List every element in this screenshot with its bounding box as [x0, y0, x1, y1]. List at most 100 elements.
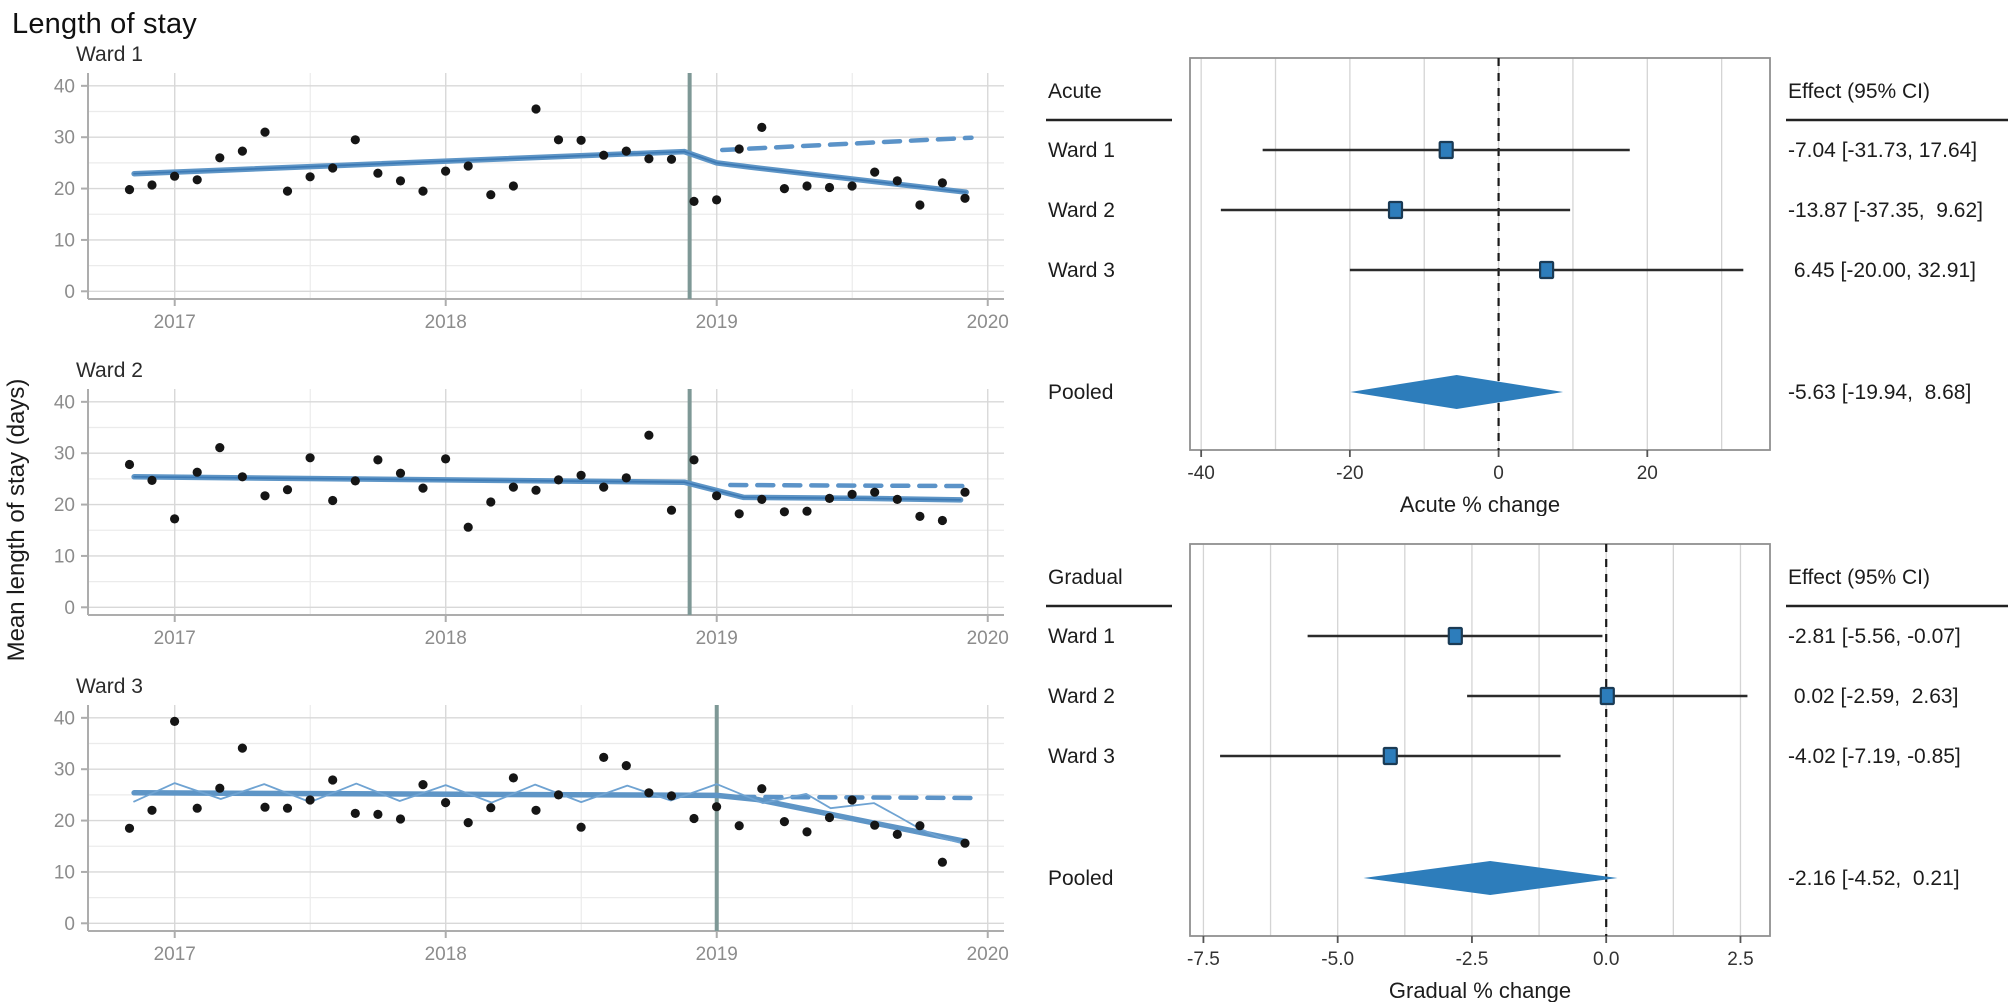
ward3-svg: 0 10 20 30 40 2017 2018 2019 2020: [54, 705, 1009, 965]
data-point: [757, 784, 767, 794]
data-point: [779, 507, 790, 517]
data-point: [892, 494, 902, 504]
data-point: [192, 467, 202, 477]
data-point: [553, 135, 564, 145]
y-tick-label: 10: [54, 546, 75, 567]
y-tick-label: 40: [54, 76, 75, 97]
data-point: [328, 775, 338, 785]
data-point: [666, 154, 677, 164]
forest-x-tick-label: -40: [1187, 463, 1214, 484]
effect-marker: [1382, 746, 1398, 766]
x-tick-label: 2020: [967, 944, 1009, 965]
page-title: Length of stay: [12, 8, 197, 40]
y-tick-label: 30: [54, 128, 75, 149]
data-point: [441, 166, 451, 176]
effect-column-header: Effect (95% CI): [1788, 566, 1930, 589]
y-tick-label: 20: [54, 179, 75, 200]
data-point: [170, 514, 180, 524]
data-point: [237, 146, 247, 156]
x-tick-label: 2017: [154, 312, 196, 333]
ward-2-panel-title: Ward 2: [76, 359, 143, 382]
data-point: [215, 153, 225, 163]
ward2-svg: 0 10 20 30 40 2017 2018 2019 2020: [54, 389, 1009, 649]
data-point: [621, 761, 631, 771]
data-point: [350, 476, 360, 486]
data-point: [960, 193, 970, 203]
data-point: [373, 168, 383, 178]
x-tick-label: 2018: [425, 312, 467, 333]
row-label: Ward 1: [1048, 625, 1115, 648]
data-point: [305, 795, 315, 805]
data-point: [621, 473, 631, 483]
data-point: [328, 163, 338, 173]
data-point: [689, 455, 699, 465]
data-point: [328, 495, 338, 506]
y-tick-label: 30: [54, 760, 75, 781]
data-point: [734, 509, 744, 519]
data-point: [802, 181, 812, 191]
group-header: Gradual: [1048, 566, 1123, 589]
forest-x-tick-label: 20: [1637, 463, 1658, 484]
acute-forest-plot: -40 -20 0 20 Acute % change Acute Effect (95% …: [1020, 30, 2012, 516]
forest-x-tick-label: 0: [1493, 463, 1504, 484]
data-point: [508, 773, 518, 783]
data-point: [960, 487, 970, 497]
data-point: [237, 472, 247, 482]
x-tick-label: 2019: [696, 312, 738, 333]
data-point: [508, 181, 518, 191]
x-tick-label: 2017: [154, 628, 196, 649]
data-point: [576, 822, 586, 832]
data-point: [802, 506, 812, 516]
data-point: [870, 487, 880, 497]
trend-line-post: [713, 792, 969, 845]
data-point: [824, 493, 835, 503]
forest-x-tick-label: -7.5: [1187, 949, 1220, 970]
ward-2-panel: Ward 2 0 10 20 30 40 2017 2018 2019 2020: [0, 359, 1020, 673]
effect-text: -7.04 [-31.73, 17.64]: [1788, 139, 1977, 162]
x-tick-label: 2019: [696, 944, 738, 965]
data-point: [937, 178, 948, 188]
data-point: [757, 494, 767, 504]
data-point: [599, 150, 609, 160]
pooled-label: Pooled: [1048, 381, 1113, 404]
data-point: [734, 144, 744, 154]
data-point: [486, 803, 496, 813]
ward-1-panel: Ward 1 0 10 20 30 40 2017 2018 2019 2020: [0, 43, 1020, 357]
forest-frame: [1189, 543, 1771, 937]
group-header: Acute: [1048, 80, 1102, 103]
data-point: [915, 200, 925, 210]
forest-frame: [1189, 57, 1771, 451]
effect-text: -2.81 [-5.56, -0.07]: [1788, 625, 1961, 648]
data-point: [147, 475, 157, 485]
data-point: [124, 823, 135, 833]
row-label: Ward 3: [1048, 259, 1115, 282]
data-point: [712, 195, 722, 205]
data-point: [395, 814, 406, 824]
effect-marker: [1438, 140, 1454, 160]
gradual-forest-svg: -7.5 -5.0 -2.5 0.0 2.5 Gradual % change Gradua…: [1046, 543, 2008, 1002]
data-point: [553, 790, 564, 800]
x-axis-title: Gradual % change: [1389, 978, 1571, 1002]
data-point: [170, 716, 180, 726]
y-tick-label: 10: [54, 862, 75, 883]
forest-x-tick-label: -5.0: [1321, 949, 1354, 970]
acute-forest-svg: -40 -20 0 20 Acute % change Acute Effect (95% …: [1046, 57, 2008, 516]
data-point: [305, 453, 315, 463]
y-tick-label: 20: [54, 495, 75, 516]
trend-core-pre: [133, 475, 686, 484]
data-point: [599, 482, 609, 492]
data-point: [282, 186, 293, 196]
x-tick-label: 2020: [967, 312, 1009, 333]
y-tick-label: 0: [64, 598, 75, 619]
row-label: Ward 2: [1048, 199, 1115, 222]
counterfactual-line: [719, 135, 974, 153]
data-point: [373, 455, 383, 465]
data-point: [463, 522, 473, 532]
data-point: [282, 485, 293, 495]
data-point: [373, 809, 383, 819]
x-tick-label: 2020: [967, 628, 1009, 649]
data-point: [192, 803, 202, 813]
data-point: [463, 818, 473, 828]
data-point: [463, 161, 473, 171]
